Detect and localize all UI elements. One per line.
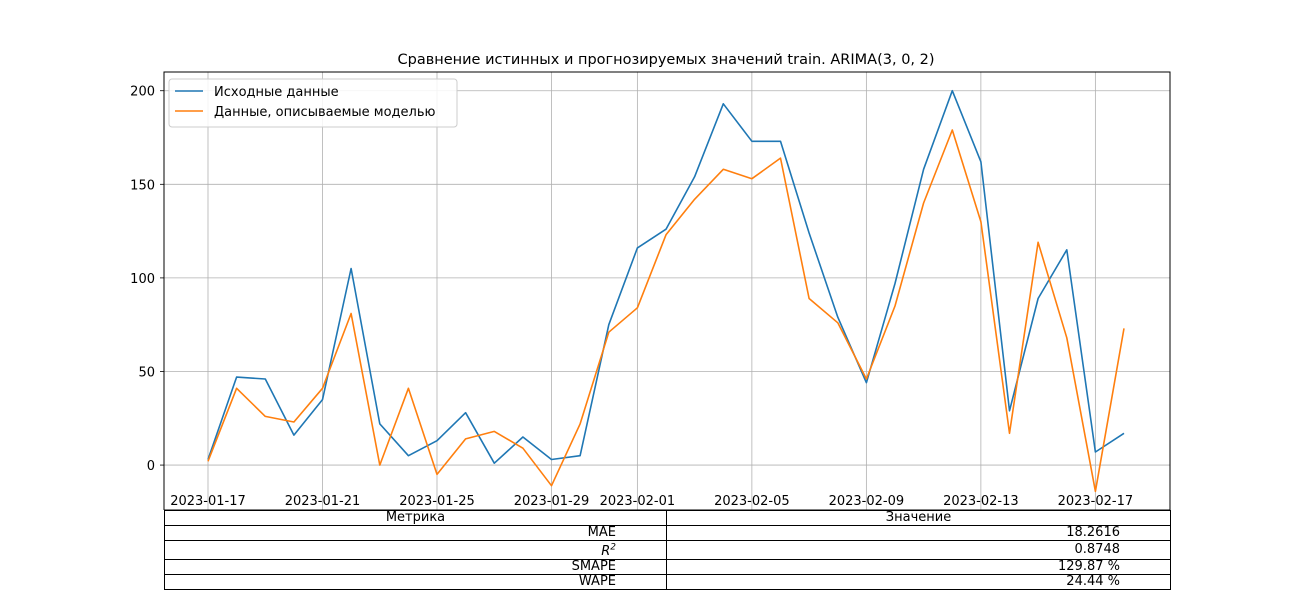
legend: Исходные данные Данные, описываемые моде…: [168, 78, 458, 128]
legend-box: [168, 78, 458, 128]
x-tick-label: 2023-02-13: [943, 494, 1019, 509]
metric-value: 0.8748: [666, 539, 1171, 561]
metric-name: SMAPE: [164, 559, 667, 576]
table-row: SMAPE 129.87 %: [164, 559, 1171, 576]
metrics-table: Метрика Значение MAE 18.2616 R2 0.8748 S…: [164, 510, 1171, 591]
grid: [164, 72, 1170, 510]
y-axis: 0 50 100 150 200: [130, 85, 164, 474]
x-tick-label: 2023-02-01: [600, 494, 676, 509]
metric-name: MAE: [164, 525, 667, 541]
table-header: Метрика Значение: [164, 510, 1171, 526]
x-axis: 2023-01-17 2023-01-21 2023-01-25 2023-01-29…: [170, 494, 1134, 509]
table-row: WAPE 24.44 %: [164, 574, 1171, 591]
y-tick-label: 100: [130, 272, 155, 287]
metric-value: 18.2616: [666, 525, 1171, 541]
series-lines: [207, 89, 1125, 493]
x-tick-label: 2023-02-17: [1058, 494, 1134, 509]
table-row: R2 0.8748: [164, 539, 1171, 561]
header-metric: Метрика: [164, 510, 667, 526]
series-line-model: [207, 129, 1125, 493]
metric-value: 24.44 %: [666, 574, 1171, 591]
y-tick-label: 150: [130, 178, 155, 193]
chart: Сравнение истинных и прогнозируемых знач…: [130, 52, 1171, 510]
table-row: MAE 18.2616: [164, 525, 1171, 541]
series-line-original: [207, 89, 1125, 465]
metric-r2-exponent: 2: [610, 543, 616, 553]
x-tick-label: 2023-01-29: [514, 494, 590, 509]
legend-label-original: Исходные данные: [214, 85, 339, 100]
y-tick-label: 200: [130, 85, 155, 100]
x-tick-label: 2023-02-05: [714, 494, 790, 509]
metric-name: WAPE: [164, 574, 667, 591]
x-tick-label: 2023-01-17: [170, 494, 246, 509]
metric-value: 129.87 %: [666, 559, 1171, 576]
x-tick-label: 2023-01-21: [285, 494, 361, 509]
x-tick-label: 2023-01-25: [399, 494, 475, 509]
metric-r2-label: R2: [601, 543, 616, 560]
y-tick-label: 50: [138, 365, 155, 380]
header-value: Значение: [666, 510, 1171, 526]
y-tick-label: 0: [147, 459, 155, 474]
chart-title: Сравнение истинных и прогнозируемых знач…: [397, 52, 934, 68]
x-tick-label: 2023-02-09: [829, 494, 905, 509]
plot-frame: [163, 71, 1171, 510]
metric-name: R2: [164, 539, 667, 561]
legend-label-model: Данные, описываемые моделью: [214, 105, 436, 120]
